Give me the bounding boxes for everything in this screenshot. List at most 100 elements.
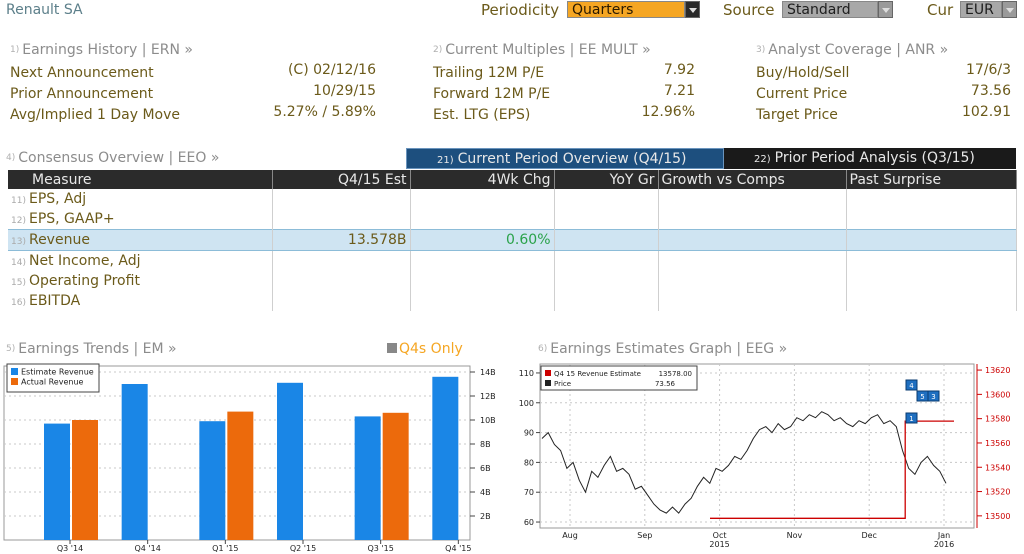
table-row[interactable]: 15) Operating Profit [8, 271, 1017, 291]
x-tick-label: Q4 '14 [135, 544, 161, 553]
consensus-overview-title[interactable]: 4) Consensus Overview | EEO » [6, 150, 220, 166]
legend-label-actual: Actual Revenue [21, 378, 84, 387]
next-announcement-value: (C) 02/12/16 [287, 62, 376, 78]
currency-dropdown-icon[interactable] [1002, 1, 1017, 18]
periodicity-value: Quarters [572, 2, 634, 18]
est-cell [272, 189, 411, 209]
x-tick-label: Q3 '14 [57, 544, 83, 553]
day-move-row: Avg/Implied 1 Day Move 5.27% / 5.89% [10, 104, 376, 123]
bar-actual [382, 412, 409, 540]
y-tick-label: 4B [480, 488, 491, 497]
tab-prior-period[interactable]: 22) Prior Period Analysis (Q3/15) [724, 148, 1016, 169]
forward-pe-value: 7.21 [663, 83, 695, 99]
col-yoy-gr[interactable]: YoY Gr [554, 170, 659, 189]
measure-cell: EPS, GAAP+ [28, 211, 115, 227]
prior-announcement-value: 10/29/15 [313, 83, 376, 99]
periodicity-select[interactable]: Quarters [567, 1, 685, 18]
earnings-trends-chart: 2B 4B 6B 8B 10B 12B 14B Q3 '14 Q4 '14 Q1 '15 Q2 '1… [3, 363, 496, 553]
earnings-history-title[interactable]: 1) Earnings History | ERN » [10, 42, 193, 58]
left-tick-label: 90 [524, 429, 534, 438]
table-row-selected[interactable]: 13) Revenue 13.578B 0.60% [8, 229, 1017, 251]
legend-swatch-actual [11, 378, 18, 385]
source-label: Source [723, 1, 775, 19]
q4s-only-toggle[interactable]: Q4s Only [387, 341, 463, 357]
annotation-marker [905, 412, 918, 424]
analyst-coverage-title[interactable]: 3) Analyst Coverage | ANR » [756, 42, 949, 58]
x-tick-label: Jan [937, 531, 950, 540]
table-row[interactable]: 14) Net Income, Adj [8, 250, 1017, 271]
table-row[interactable]: 16) EBITDA [8, 291, 1017, 311]
ltg-eps-row: Est. LTG (EPS) 12.96% [433, 104, 695, 123]
source-dropdown-icon[interactable] [878, 1, 893, 18]
tab-current-period[interactable]: 21) Current Period Overview (Q4/15) [406, 148, 724, 169]
analyst-coverage-section: 3) Analyst Coverage | ANR » Buy/Hold/Sell… [756, 42, 1011, 125]
bar-estimate [432, 376, 459, 540]
measure-cell: EPS, Adj [28, 191, 87, 207]
periodicity-dropdown-icon[interactable] [685, 1, 700, 18]
bar-estimate [44, 423, 70, 540]
col-4wk-chg[interactable]: 4Wk Chg [410, 170, 555, 189]
left-tick-label: 100 [519, 399, 534, 408]
next-announcement-row: Next Announcement (C) 02/12/16 [10, 62, 376, 81]
legend-box [540, 365, 698, 391]
legend-label-price: Price [554, 380, 571, 388]
col-past-surprise[interactable]: Past Surprise [846, 170, 1017, 189]
currency-select[interactable]: EUR [960, 1, 1002, 18]
measure-cell: Revenue [28, 232, 90, 248]
bar-estimate [277, 382, 303, 540]
left-tick-label: 80 [524, 458, 534, 467]
chg-cell [410, 209, 555, 230]
table-header-row: Measure Q4/15 Est 4Wk Chg YoY Gr Growth … [8, 170, 1017, 189]
y-tick-label: 12B [480, 392, 496, 401]
x-tick-label: Nov [787, 531, 803, 540]
est-cell [272, 271, 411, 291]
chg-cell [410, 271, 555, 291]
bar-estimate [121, 384, 148, 540]
legend-box [6, 363, 100, 393]
table-row[interactable]: 11) EPS, Adj [8, 189, 1017, 209]
legend-swatch-estimate [11, 368, 18, 375]
earnings-trends-title[interactable]: 5) Earnings Trends | EM » [6, 341, 177, 357]
earnings-history-section: 1) Earnings History | ERN » Next Announce… [10, 42, 376, 125]
col-growth-vs-comps[interactable]: Growth vs Comps [658, 170, 847, 189]
consensus-table: Measure Q4/15 Est 4Wk Chg YoY Gr Growth … [8, 170, 1017, 311]
annotation-marker [927, 390, 940, 402]
legend-value-revenue: 13578.00 [659, 370, 692, 378]
left-tick-label: 60 [524, 518, 534, 527]
prior-announcement-row: Prior Announcement 10/29/15 [10, 83, 376, 102]
x-tick-label: Q3 '15 [368, 544, 394, 553]
x-tick-label: Oct [713, 531, 727, 540]
legend-swatch-revenue [545, 370, 551, 376]
buy-hold-sell-row: Buy/Hold/Sell 17/6/3 [756, 62, 1011, 81]
chg-cell [410, 250, 555, 271]
measure-cell: Operating Profit [28, 273, 140, 289]
source-select[interactable]: Standard [782, 1, 878, 18]
security-title: Renault SA [6, 2, 83, 18]
trailing-pe-row: Trailing 12M P/E 7.92 [433, 62, 695, 81]
earnings-estimates-chart: 60 70 80 90 100 110 13500 13520 13540 13560 13580 1… [519, 363, 1010, 549]
col-q4-est[interactable]: Q4/15 Est [272, 170, 411, 189]
estimates-graph-title[interactable]: 6) Earnings Estimates Graph | EEG » [538, 341, 788, 357]
measure-cell: EBITDA [28, 293, 81, 309]
currency-label: Cur [927, 1, 954, 19]
y-tick-label: 14B [480, 368, 496, 377]
trailing-pe-value: 7.92 [663, 62, 695, 78]
col-measure[interactable]: Measure [8, 170, 273, 189]
bar-actual [72, 420, 98, 540]
x-tick-label: Dec [861, 531, 876, 540]
right-tick-label: 13600 [985, 390, 1010, 399]
x-tick-label: Q2 '15 [290, 544, 316, 553]
current-multiples-title[interactable]: 2) Current Multiples | EE MULT » [433, 42, 651, 58]
title-bar: Renault SA Periodicity Quarters Source S… [0, 0, 1024, 22]
y-tick-label: 6B [480, 464, 491, 473]
annotation-label: 3 [931, 393, 935, 401]
x-tick-label: Q1 '15 [212, 544, 238, 553]
right-tick-label: 13580 [985, 415, 1010, 424]
chg-cell [410, 189, 555, 209]
legend-value-price: 73.56 [655, 380, 676, 388]
bar-estimate [199, 421, 226, 540]
table-row[interactable]: 12) EPS, GAAP+ [8, 209, 1017, 230]
currency-value: EUR [965, 2, 994, 18]
price-line [541, 411, 947, 514]
chg-cell: 0.60% [410, 229, 555, 251]
